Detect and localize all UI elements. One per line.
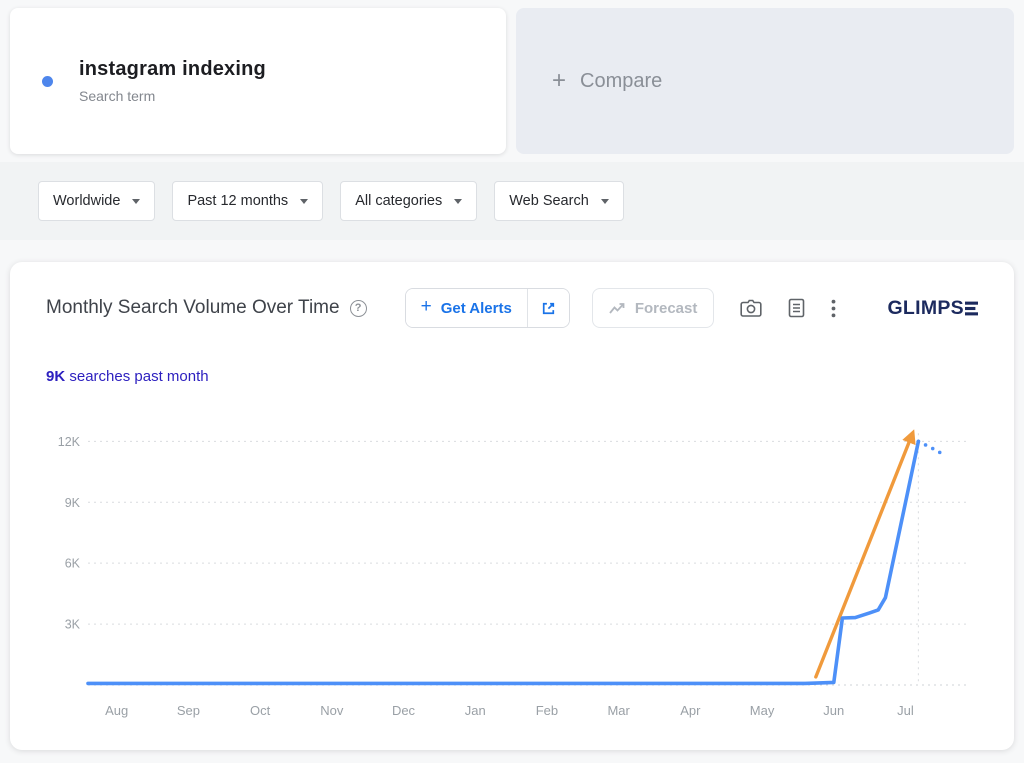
get-alerts-group: + Get Alerts (404, 288, 570, 328)
search-volume-count: 9K (46, 368, 66, 385)
search-term-text: instagram indexing Search term (79, 58, 266, 104)
search-terms-row: instagram indexing Search term + Compare (0, 0, 1024, 154)
divider (526, 289, 528, 327)
search-term-title: instagram indexing (79, 58, 266, 80)
plus-icon: + (552, 67, 567, 94)
svg-text:Jun: Jun (823, 703, 844, 718)
svg-text:Aug: Aug (105, 703, 128, 718)
forecast-button[interactable]: Forecast (591, 288, 715, 328)
search-volume-caption: searches past month (69, 368, 209, 385)
search-volume-summary: 9K searches past month (46, 368, 978, 385)
svg-text:Dec: Dec (392, 703, 416, 718)
search-term-subtitle: Search term (79, 88, 156, 104)
filter-time-range-label: Past 12 months (187, 193, 289, 209)
compare-card[interactable]: + Compare (516, 8, 1014, 154)
open-external-button[interactable] (527, 289, 569, 327)
svg-text:Mar: Mar (607, 703, 630, 718)
filter-search-type-label: Web Search (509, 193, 589, 209)
get-alerts-label: Get Alerts (440, 299, 512, 317)
filter-time-range-dropdown[interactable]: Past 12 months (172, 181, 324, 221)
glimpse-logo-text: GLIMPS (887, 296, 964, 319)
svg-text:Jan: Jan (465, 703, 486, 718)
svg-text:Sep: Sep (177, 703, 200, 718)
chevron-down-icon (600, 198, 609, 204)
glimpse-logo-e-icon (965, 301, 978, 315)
svg-text:12K: 12K (58, 435, 81, 449)
export-data-button[interactable] (788, 298, 805, 318)
svg-text:9K: 9K (65, 496, 81, 510)
svg-text:May: May (750, 703, 775, 718)
filter-search-type-dropdown[interactable]: Web Search (494, 181, 624, 221)
chart-card: Monthly Search Volume Over Time ? + Get … (10, 262, 1014, 750)
more-options-button[interactable] (831, 299, 836, 318)
chart-header: Monthly Search Volume Over Time ? + Get … (46, 288, 978, 328)
forecast-label: Forecast (634, 299, 698, 317)
svg-text:3K: 3K (65, 618, 81, 632)
svg-text:Oct: Oct (250, 703, 271, 718)
trending-up-icon (609, 302, 625, 314)
plus-icon: + (420, 296, 432, 317)
camera-icon (740, 299, 762, 317)
compare-label: Compare (580, 69, 663, 92)
svg-text:6K: 6K (65, 557, 81, 571)
chart-title: Monthly Search Volume Over Time (46, 297, 340, 318)
svg-text:Apr: Apr (680, 703, 701, 718)
filter-bar: Worldwide Past 12 months All categories … (0, 162, 1024, 240)
help-icon[interactable]: ? (349, 299, 367, 317)
document-icon (789, 298, 805, 318)
kebab-menu-icon (831, 299, 836, 317)
filter-region-label: Worldwide (53, 193, 121, 209)
filter-category-dropdown[interactable]: All categories (340, 181, 478, 221)
svg-text:Jul: Jul (897, 703, 914, 718)
filter-region-dropdown[interactable]: Worldwide (38, 181, 156, 221)
get-alerts-button[interactable]: + Get Alerts (405, 289, 527, 327)
search-term-card[interactable]: instagram indexing Search term (10, 8, 506, 154)
chevron-down-icon (132, 198, 141, 204)
series-color-dot-icon (42, 75, 53, 87)
external-link-icon (542, 302, 554, 314)
filter-category-label: All categories (355, 193, 443, 209)
screenshot-button[interactable] (740, 299, 762, 318)
glimpse-logo: GLIMPS (887, 297, 978, 320)
svg-text:Feb: Feb (536, 703, 558, 718)
volume-chart[interactable]: 3K 6K 9K 12K Aug Sep Oct Nov Dec Jan Feb Mar Apr May J… (46, 399, 978, 729)
svg-text:Nov: Nov (320, 703, 344, 718)
chevron-down-icon (454, 198, 463, 204)
chevron-down-icon (300, 198, 309, 204)
